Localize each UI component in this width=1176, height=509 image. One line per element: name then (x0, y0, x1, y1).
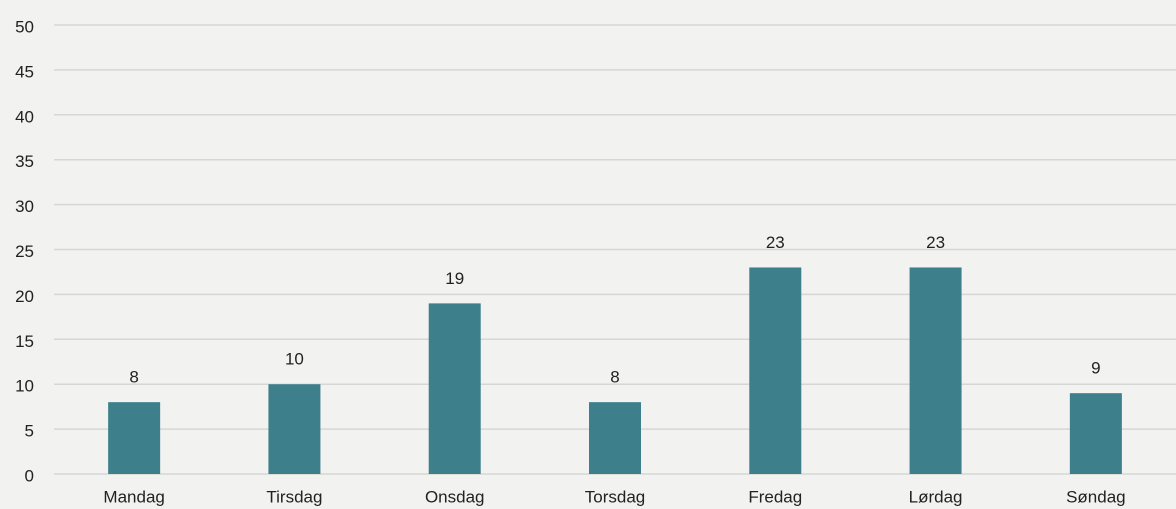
bar (1069, 393, 1122, 474)
x-tick-label: Lørdag (909, 487, 963, 506)
y-tick-label: 5 (25, 422, 34, 441)
bar (268, 384, 321, 474)
bar (589, 402, 641, 474)
data-label: 19 (445, 269, 464, 288)
bar (909, 267, 962, 474)
x-tick-label: Torsdag (585, 487, 645, 506)
y-tick-label: 15 (15, 332, 34, 351)
y-tick-label: 45 (15, 62, 34, 81)
bar (428, 303, 481, 474)
data-label: 9 (1091, 359, 1100, 378)
x-tick-label: Søndag (1066, 487, 1126, 506)
data-label: 23 (926, 233, 945, 252)
bar (749, 267, 802, 474)
x-tick-label: Tirsdag (266, 487, 322, 506)
data-label: 10 (285, 350, 304, 369)
y-tick-label: 25 (15, 242, 34, 261)
x-tick-label: Onsdag (425, 487, 485, 506)
x-tick-label: Mandag (103, 487, 164, 506)
data-label: 8 (610, 368, 619, 387)
y-tick-label: 10 (15, 377, 34, 396)
x-tick-label: Fredag (748, 487, 802, 506)
data-label: 8 (129, 368, 138, 387)
bar (108, 402, 161, 474)
y-tick-label: 50 (15, 17, 34, 36)
y-tick-label: 40 (15, 107, 34, 126)
y-tick-label: 30 (15, 197, 34, 216)
y-tick-label: 0 (25, 466, 34, 485)
data-label: 23 (766, 233, 785, 252)
y-tick-label: 35 (15, 152, 34, 171)
y-tick-label: 20 (15, 287, 34, 306)
